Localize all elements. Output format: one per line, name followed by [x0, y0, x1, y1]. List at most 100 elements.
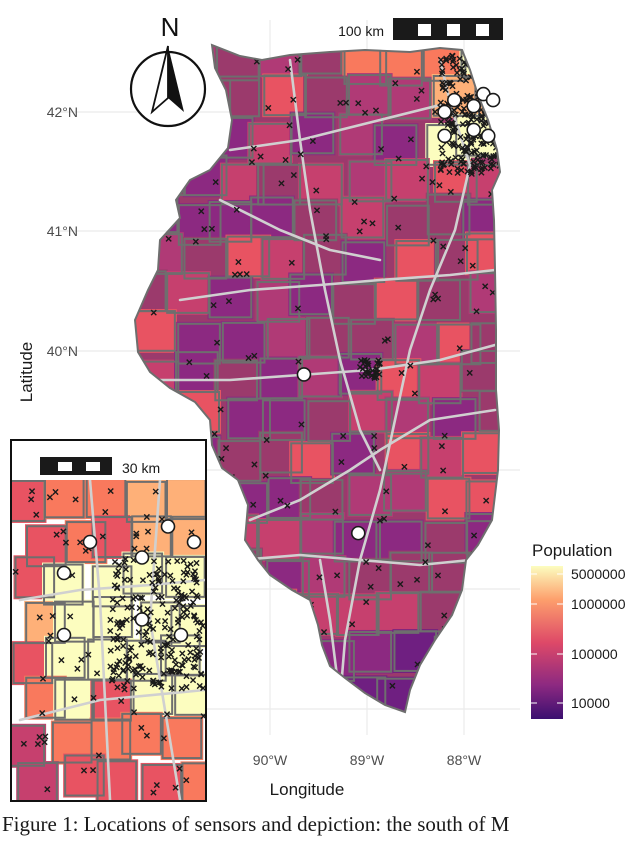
highway-segment	[248, 408, 497, 522]
inset-sensor-marker	[150, 588, 157, 595]
sensor-marker	[337, 99, 344, 107]
county-boundary	[257, 629, 302, 671]
inset-sensor-marker	[124, 677, 131, 685]
inset-sensor-marker	[168, 668, 175, 675]
sensor-marker	[477, 61, 485, 68]
county-boundary	[433, 635, 478, 678]
inset-sensor-marker	[191, 656, 198, 663]
inset-sensor-marker	[170, 585, 178, 592]
inset-sensor-marker	[143, 513, 150, 521]
county-boundary	[469, 271, 500, 314]
county-region	[459, 348, 500, 393]
inset-sensor-marker	[200, 713, 205, 720]
inset-sensor-marker	[93, 670, 101, 677]
sensor-marker	[452, 111, 459, 118]
sensor-marker	[498, 124, 500, 132]
inset-sensor-marker	[150, 677, 157, 684]
highlighted-locations	[296, 86, 501, 541]
county-boundary	[350, 318, 394, 361]
sensor-marker	[152, 387, 159, 394]
inset-sensor-marker	[120, 642, 127, 650]
sensor-marker	[470, 52, 477, 59]
sensor-marker	[165, 235, 172, 242]
sensor-marker	[282, 156, 289, 164]
sensor-marker	[268, 47, 275, 54]
inset-sensor-marker	[155, 679, 162, 686]
sensor-marker	[489, 77, 496, 85]
sensor-marker	[487, 69, 494, 76]
sensor-marker	[463, 143, 471, 150]
inset-sensor-marker	[191, 664, 199, 671]
sensor-marker	[208, 506, 215, 513]
inset-sensor-marker	[172, 784, 179, 791]
sensor-marker	[363, 558, 370, 566]
sensor-marker	[437, 56, 444, 63]
sensor-marker	[422, 559, 429, 566]
county-boundary	[304, 76, 348, 119]
county-boundary	[221, 321, 266, 364]
county-boundary	[252, 589, 297, 632]
sensor-marker	[465, 111, 472, 118]
inset-sensor-marker	[126, 655, 133, 662]
sensor-marker	[222, 445, 230, 452]
county-region	[346, 73, 393, 117]
inset-sensor-marker	[137, 662, 144, 670]
sensor-marker	[490, 63, 497, 70]
county-boundary	[469, 628, 500, 670]
highway-segment	[298, 138, 382, 472]
y-tick-labels: 42°N 41°N 40°N	[47, 104, 78, 359]
inset-sensor-marker	[116, 658, 123, 665]
sensor-marker	[284, 502, 291, 509]
inset-sensor-marker	[129, 667, 137, 674]
inset-highlighted-location	[134, 612, 150, 627]
sensor-marker	[448, 161, 455, 168]
inset-sensor-marker	[44, 786, 51, 793]
inset-sensor-marker	[150, 558, 158, 565]
inset-sensor-marker	[179, 650, 186, 657]
inset-sensor-marker	[130, 595, 137, 602]
highlighted-location	[437, 128, 452, 144]
sensor-marker	[489, 69, 496, 76]
inset-sensor-marker	[167, 572, 174, 579]
inset-sensor-marker	[85, 651, 92, 658]
inset-sensor-marker	[200, 684, 205, 692]
county-boundary	[183, 237, 228, 280]
inset-sensor-marker	[125, 665, 132, 672]
sensor-marker	[452, 671, 459, 678]
county-boundary	[220, 163, 265, 206]
inset-sensor-marker	[158, 593, 165, 601]
county-region	[375, 676, 421, 712]
inset-sensor-marker	[176, 765, 183, 772]
sensor-marker	[475, 65, 482, 72]
county-boundary	[426, 477, 471, 520]
county-boundary	[349, 390, 393, 433]
sensor-marker	[383, 488, 390, 495]
sensor-marker	[438, 443, 445, 450]
inset-sensor-marker	[108, 677, 115, 684]
sensor-marker	[423, 163, 430, 170]
inset-sensor-marker	[128, 644, 135, 651]
sensor-marker	[457, 76, 464, 83]
inset-sensor-marker	[114, 585, 121, 592]
county-boundary	[348, 160, 393, 203]
inset-sensor-marker	[149, 579, 156, 586]
sensor-marker	[488, 60, 495, 67]
sensor-marker	[464, 168, 471, 175]
sensor-marker	[495, 62, 500, 69]
inset-scale-bar-label: 30 km	[122, 460, 160, 476]
inset-sensor-marker	[180, 608, 187, 616]
sensor-marker	[313, 207, 321, 214]
county-boundary	[141, 763, 183, 800]
county-boundary	[131, 515, 172, 558]
inset-highways	[18, 480, 205, 800]
county-boundary	[135, 191, 179, 234]
inset-highlighted-location	[160, 519, 176, 534]
sensor-marker	[470, 158, 477, 165]
sensor-marker	[440, 161, 448, 168]
inset-sensor-marker	[173, 597, 180, 604]
highlighted-location	[466, 98, 482, 114]
sensor-marker	[215, 659, 222, 666]
sensor-marker	[469, 64, 476, 71]
inset-sensor-marker	[189, 677, 197, 684]
inset-highlighted-location	[56, 565, 72, 581]
